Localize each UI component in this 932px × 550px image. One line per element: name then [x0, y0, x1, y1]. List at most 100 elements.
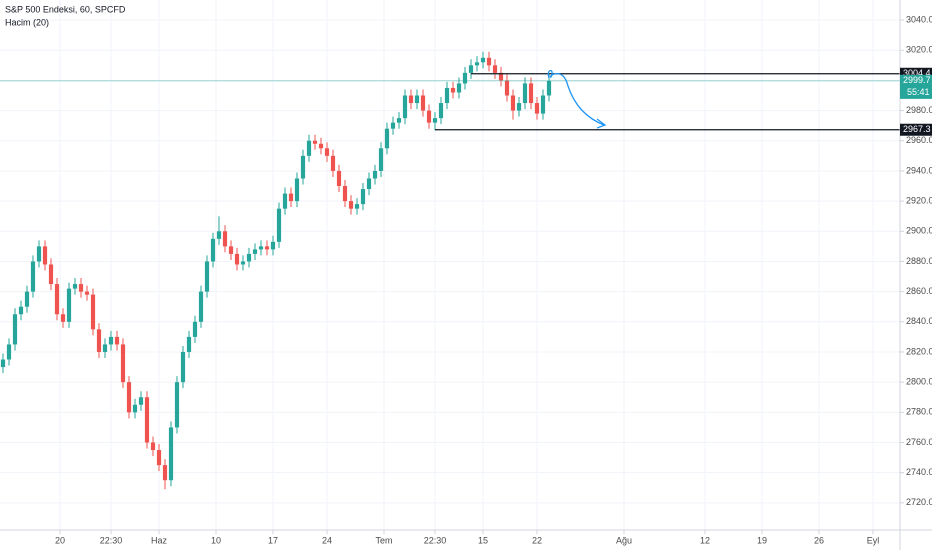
candle-body: [108, 336, 114, 345]
candle-body: [492, 65, 498, 73]
candle-body: [390, 122, 396, 129]
y-tick-label: 2780.0: [906, 407, 932, 417]
candle-body: [510, 95, 516, 111]
candle-body: [84, 291, 90, 295]
y-tick-label: 2840.0: [906, 316, 932, 326]
candle-body: [480, 57, 486, 63]
x-tick-label: 19: [757, 535, 767, 545]
candle-body: [78, 284, 84, 292]
y-tick-label: 2800.0: [906, 377, 932, 387]
y-tick-label: 2880.0: [906, 256, 932, 266]
y-tick-label: 2900.0: [906, 226, 932, 236]
candle-body: [54, 284, 60, 315]
candle-body: [186, 336, 192, 352]
candle-body: [102, 344, 108, 352]
candle-body: [456, 83, 462, 93]
x-tick-label: 24: [322, 535, 332, 545]
candle-body: [216, 231, 222, 239]
candle-body: [114, 336, 120, 345]
candle-body: [192, 321, 198, 337]
candle-body: [24, 291, 30, 307]
candle-body: [246, 253, 252, 262]
chart-title: S&P 500 Endeksi, 60, SPCFD: [5, 4, 126, 14]
candle-body: [144, 397, 150, 443]
candle-body: [432, 118, 438, 123]
candle-body: [462, 72, 468, 84]
candle-body: [162, 465, 168, 481]
candle-body: [504, 80, 510, 96]
candle-body: [42, 246, 48, 265]
x-tick-label: 17: [268, 535, 278, 545]
y-tick-label: 2820.0: [906, 346, 932, 356]
x-tick-label: 15: [478, 535, 488, 545]
candle-body: [252, 249, 258, 254]
last-price-box: [900, 74, 932, 99]
candle-body: [438, 103, 444, 119]
candle-body: [336, 170, 342, 187]
y-tick-label: 2860.0: [906, 286, 932, 296]
candle-body: [222, 231, 228, 247]
candle-body: [396, 118, 402, 123]
candle-body: [90, 294, 96, 330]
candle-body: [420, 95, 426, 111]
x-tick-label: 22:30: [100, 535, 123, 545]
y-tick-label: 2720.0: [906, 497, 932, 507]
candle-body: [204, 261, 210, 292]
candle-body: [300, 155, 306, 179]
candle-body: [534, 103, 540, 114]
x-tick-label: 10: [211, 535, 221, 545]
candle-body: [402, 95, 408, 119]
candle-body: [96, 329, 102, 352]
candle-body: [378, 148, 384, 171]
candles: [0, 51, 900, 490]
candle-body: [138, 397, 144, 405]
candle-body: [6, 344, 12, 360]
candle-body: [468, 65, 474, 73]
candle-body: [120, 344, 126, 383]
candle-body: [66, 288, 72, 322]
candle-body: [60, 314, 66, 322]
candle-body: [354, 204, 360, 209]
candle-body: [450, 87, 456, 93]
candle-body: [426, 110, 432, 123]
candle-body: [366, 178, 372, 190]
y-tick-label: 2740.0: [906, 467, 932, 477]
candle-body: [36, 246, 42, 262]
candle-body: [474, 62, 480, 66]
candle-body: [372, 170, 378, 179]
candle-body: [240, 261, 246, 265]
candle-body: [150, 442, 156, 451]
candle-body: [348, 201, 354, 209]
candle-body: [486, 57, 492, 66]
level-label-box: [900, 123, 932, 136]
y-tick-label: 2940.0: [906, 165, 932, 175]
drawn-arrow: [547, 69, 605, 126]
candle-body: [180, 351, 186, 383]
x-tick-label: 26: [814, 535, 824, 545]
candle-body: [264, 246, 270, 250]
candle-body: [306, 140, 312, 156]
candle-body: [408, 95, 414, 104]
candle-body: [210, 238, 216, 262]
y-tick-label: 2920.0: [906, 195, 932, 205]
y-tick-label: 3040.0: [906, 14, 932, 24]
candle-body: [282, 193, 288, 209]
candle-body: [324, 148, 330, 156]
indicator-label: Hacim (20): [5, 17, 49, 27]
candle-body: [234, 253, 240, 265]
candle-body: [18, 306, 24, 315]
candle-body: [174, 382, 180, 428]
countdown-label: 55:41: [907, 87, 930, 97]
y-tick-label: 3020.0: [906, 45, 932, 55]
candle-body: [156, 450, 162, 466]
candle-body: [342, 186, 348, 202]
candle-body: [414, 95, 420, 104]
candle-body: [126, 382, 132, 413]
candle-body: [360, 189, 366, 205]
candle-body: [198, 291, 204, 322]
x-tick-label: 20: [55, 535, 65, 545]
grid: [0, 0, 900, 530]
candle-body: [132, 404, 138, 413]
y-tick-label: 2980.0: [906, 105, 932, 115]
candle-body: [270, 241, 276, 250]
